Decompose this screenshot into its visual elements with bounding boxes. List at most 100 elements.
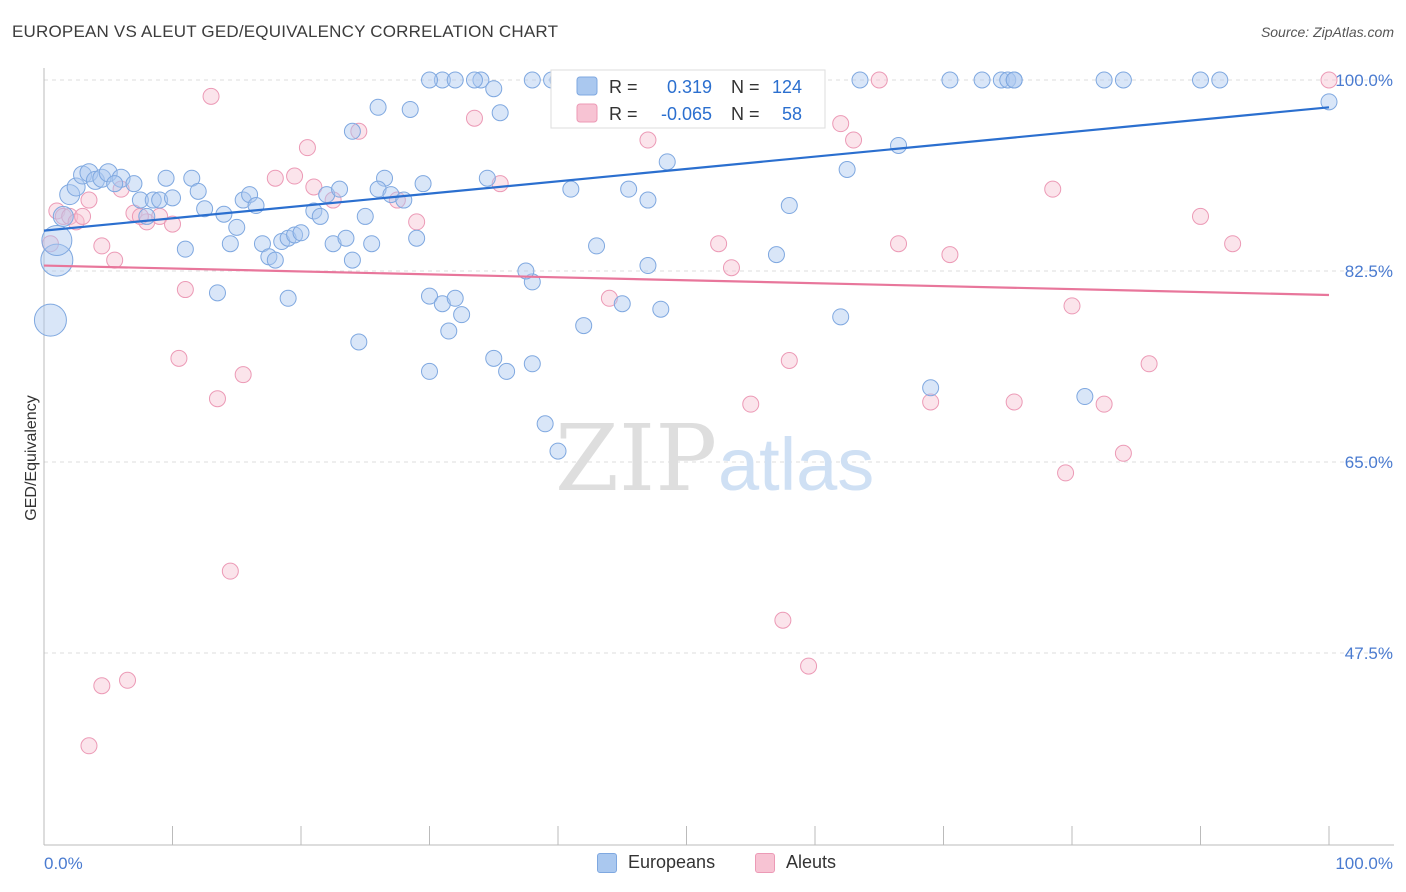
european-point-1 <box>40 243 74 277</box>
european-point-84 <box>562 180 580 198</box>
y-tick-label-0: 47.5% <box>1345 644 1393 663</box>
legend-r-value-1: 0.319 <box>667 77 712 97</box>
european-point-65 <box>523 355 541 373</box>
aleut-point-40 <box>800 657 818 675</box>
aleut-point-6 <box>80 191 98 209</box>
x-tick-label-0: 0.0% <box>44 854 83 873</box>
european-point-68 <box>536 415 554 433</box>
aleut-point-38 <box>774 611 792 629</box>
aleut-point-18 <box>221 562 239 580</box>
aleut-point-2 <box>54 207 72 225</box>
aleut-point-44 <box>890 235 908 253</box>
european-point-61 <box>401 100 419 118</box>
european-point-111 <box>1005 71 1023 89</box>
y-tick-label-3: 100.0% <box>1335 71 1393 90</box>
european-point-115 <box>1192 71 1209 89</box>
aleut-point-39 <box>780 351 798 369</box>
european-point-57 <box>446 289 464 307</box>
aleut-point-30 <box>408 213 426 231</box>
european-point-45 <box>343 251 361 269</box>
european-point-37 <box>286 226 304 244</box>
european-point-81 <box>491 104 509 122</box>
european-point-16 <box>144 191 162 209</box>
european-point-54 <box>433 295 451 313</box>
european-point-104 <box>890 136 908 154</box>
european-point-112 <box>1076 388 1094 406</box>
european-point-40 <box>311 207 329 225</box>
european-point-106 <box>922 379 940 397</box>
european-point-33 <box>266 251 284 269</box>
european-point-24 <box>208 284 226 302</box>
aleut-point-50 <box>1063 297 1081 315</box>
axes <box>43 68 1394 846</box>
aleut-point-54 <box>1192 207 1209 225</box>
legend-label-europeans: Europeans <box>628 852 716 872</box>
european-point-116 <box>1211 71 1229 89</box>
aleut-point-47 <box>1005 393 1023 411</box>
european-point-124 <box>478 169 496 187</box>
legend-n-value-1: 124 <box>772 77 802 97</box>
european-point-107 <box>973 71 991 89</box>
european-point-47 <box>363 235 381 253</box>
aleut-point-34 <box>639 131 657 149</box>
european-point-4 <box>59 184 81 206</box>
european-point-55 <box>440 322 458 340</box>
legend-r-label-2: R = <box>609 104 638 124</box>
aleut-point-31 <box>465 109 483 127</box>
x-tick-label-1: 100.0% <box>1335 854 1393 873</box>
european-point-5 <box>66 177 86 197</box>
aleut-point-41 <box>832 115 850 133</box>
european-point-79 <box>465 71 483 89</box>
european-point-77 <box>433 71 451 89</box>
aleut-point-56 <box>1320 71 1338 89</box>
aleut-point-7 <box>93 237 111 255</box>
european-point-114 <box>1114 71 1132 89</box>
aleut-point-24 <box>286 167 304 185</box>
aleut-point-43 <box>870 71 888 89</box>
european-point-105 <box>941 71 959 89</box>
european-point-101 <box>832 308 850 326</box>
european-point-62 <box>421 362 438 380</box>
chart-title: EUROPEAN VS ALEUT GED/EQUIVALENCY CORREL… <box>12 22 559 41</box>
watermark-atlas: atlas <box>718 423 874 506</box>
european-point-88 <box>639 191 657 209</box>
aleut-point-48 <box>1044 180 1062 198</box>
european-point-18 <box>164 189 181 207</box>
european-point-19 <box>157 169 175 187</box>
european-point-122 <box>421 71 438 89</box>
european-point-29 <box>241 186 259 204</box>
european-point-67 <box>517 262 535 280</box>
european-point-69 <box>549 442 567 460</box>
watermark: ZIP atlas <box>555 405 874 512</box>
european-point-56 <box>453 306 471 324</box>
aleut-point-49 <box>1057 464 1075 482</box>
aleut-point-17 <box>208 390 226 408</box>
european-point-52 <box>408 229 426 247</box>
aleut-point-51 <box>1095 395 1113 413</box>
aleut-point-36 <box>722 259 740 277</box>
y-tick-label-1: 65.0% <box>1345 453 1393 472</box>
european-point-49 <box>369 180 387 198</box>
aleut-point-21 <box>80 737 98 755</box>
european-point-99 <box>767 246 785 264</box>
european-point-36 <box>279 289 297 307</box>
european-point-100 <box>780 197 798 215</box>
european-point-118 <box>613 295 631 313</box>
legend-swatch-europeans <box>576 76 598 96</box>
legend-n-value-2: 58 <box>782 104 802 124</box>
european-point-27 <box>228 218 246 236</box>
y-axis-label: GED/Equivalency <box>23 395 40 520</box>
legend-r-label-1: R = <box>609 77 638 97</box>
aleut-point-55 <box>1224 235 1242 253</box>
tick-labels: 47.5% 65.0% 82.5% 100.0% 0.0% 100.0% <box>44 71 1393 873</box>
trend-lines <box>43 106 1330 297</box>
european-point-22 <box>176 240 194 258</box>
european-point-7 <box>79 163 99 183</box>
y-tick-label-2: 82.5% <box>1345 262 1393 281</box>
european-point-43 <box>324 235 342 253</box>
aleut-point-5 <box>74 207 92 225</box>
aleut-point-25 <box>298 139 316 157</box>
european-point-26 <box>221 235 239 253</box>
aleut-point-52 <box>1114 444 1132 462</box>
european-point-60 <box>369 98 387 116</box>
